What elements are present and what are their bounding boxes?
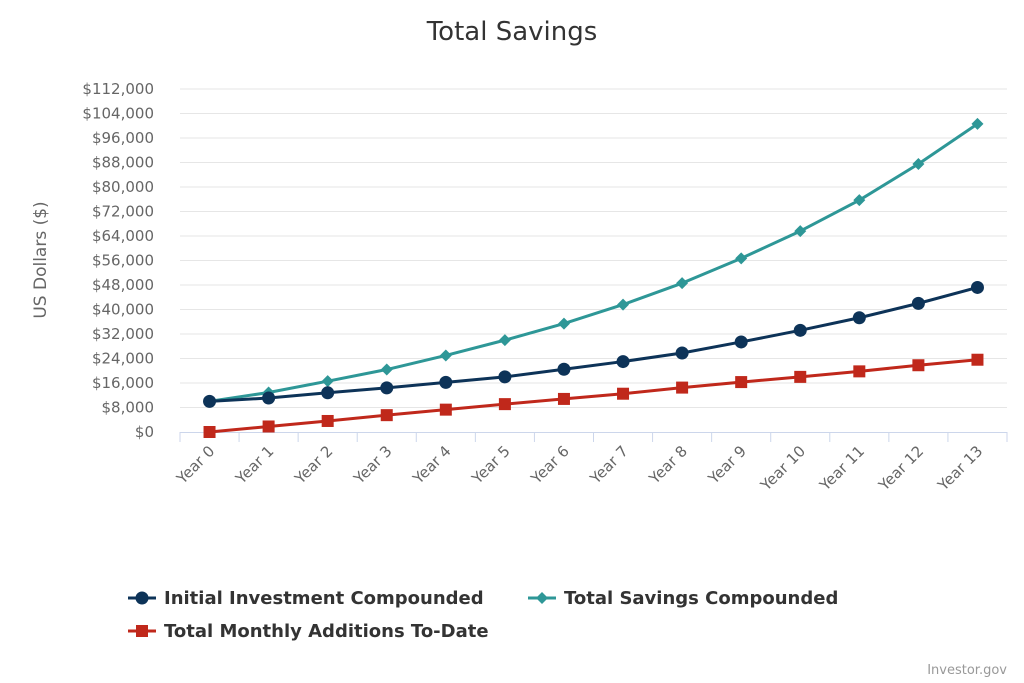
data-point[interactable] xyxy=(498,398,511,411)
data-point[interactable] xyxy=(735,252,748,265)
y-tick-label: $48,000 xyxy=(92,276,154,294)
y-tick-label: $16,000 xyxy=(92,374,154,392)
data-point[interactable] xyxy=(262,391,276,405)
data-point[interactable] xyxy=(794,225,807,238)
y-axis-label: US Dollars ($) xyxy=(31,201,51,318)
series-line-total-monthly-additions-to-date[interactable] xyxy=(208,358,979,434)
y-tick-label: $0 xyxy=(135,423,154,441)
legend-marker xyxy=(536,592,548,604)
y-tick-label: $80,000 xyxy=(92,178,154,196)
data-point[interactable] xyxy=(675,346,689,360)
legend-label: Initial Investment Compounded xyxy=(164,588,484,609)
x-tick-label: Year 5 xyxy=(468,442,514,488)
legend-label: Total Savings Compounded xyxy=(564,588,838,609)
data-point[interactable] xyxy=(911,296,925,310)
data-point[interactable] xyxy=(970,280,984,294)
y-tick-label: $88,000 xyxy=(92,154,154,172)
data-point[interactable] xyxy=(793,323,807,337)
series-initial-investment-compounded xyxy=(203,280,984,408)
data-point[interactable] xyxy=(853,194,866,207)
data-point[interactable] xyxy=(735,376,748,389)
y-tick-label: $112,000 xyxy=(82,80,154,98)
data-point[interactable] xyxy=(439,349,452,362)
data-point[interactable] xyxy=(971,353,984,366)
legend-marker xyxy=(136,625,148,637)
data-point[interactable] xyxy=(498,334,511,347)
y-tick-label: $40,000 xyxy=(92,301,154,319)
x-tick-label: Year 13 xyxy=(934,442,987,495)
legend-item-total-monthly-additions-to-date[interactable]: Total Monthly Additions To-Date xyxy=(128,621,489,642)
x-tick-label: Year 11 xyxy=(815,442,868,495)
y-tick-label: $72,000 xyxy=(92,203,154,221)
data-point[interactable] xyxy=(439,403,452,416)
credit-link[interactable]: Investor.gov xyxy=(927,663,1007,678)
y-tick-label: $8,000 xyxy=(102,399,155,417)
y-tick-label: $96,000 xyxy=(92,129,154,147)
x-tick-label: Year 7 xyxy=(586,442,632,488)
data-point[interactable] xyxy=(557,362,571,376)
x-tick-label: Year 2 xyxy=(290,442,336,488)
data-point[interactable] xyxy=(853,365,866,378)
data-point[interactable] xyxy=(794,370,807,383)
data-point[interactable] xyxy=(203,394,217,408)
data-point[interactable] xyxy=(852,311,866,325)
series-total-monthly-additions-to-date xyxy=(203,353,984,438)
legend-item-total-savings-compounded[interactable]: Total Savings Compounded xyxy=(528,588,838,609)
chart-title: Total Savings xyxy=(426,17,598,47)
data-point[interactable] xyxy=(912,359,925,372)
x-tick-label: Year 4 xyxy=(409,442,455,488)
series-line-total-savings-compounded[interactable] xyxy=(208,122,979,403)
data-point[interactable] xyxy=(321,414,334,427)
x-tick-label: Year 3 xyxy=(350,442,396,488)
data-point[interactable] xyxy=(676,277,689,290)
x-tick-label: Year 10 xyxy=(756,442,809,495)
x-tick-label: Year 9 xyxy=(704,442,750,488)
data-point[interactable] xyxy=(557,392,570,405)
y-tick-labels: $0 $8,000 $16,000 $24,000 $32,000 $40,000 $48,… xyxy=(82,80,154,441)
series-total-savings-compounded xyxy=(203,117,984,408)
x-tick-label: Year 8 xyxy=(645,442,691,488)
x-axis xyxy=(179,432,1008,442)
x-tick-label: Year 6 xyxy=(527,442,573,488)
x-tick-label: Year 1 xyxy=(231,442,277,488)
y-tick-label: $24,000 xyxy=(92,350,154,368)
legend-marker xyxy=(135,591,149,605)
y-tick-label: $104,000 xyxy=(82,105,154,123)
x-tick-labels: Year 0 Year 1 Year 2 Year 3 Year 4 Year 5 Year… xyxy=(172,442,986,495)
data-point[interactable] xyxy=(262,420,275,433)
data-point[interactable] xyxy=(912,158,925,171)
grid xyxy=(180,88,1007,408)
data-point[interactable] xyxy=(557,317,570,330)
data-point[interactable] xyxy=(971,117,984,130)
data-point[interactable] xyxy=(380,381,394,395)
y-tick-label: $32,000 xyxy=(92,325,154,343)
y-tick-label: $64,000 xyxy=(92,227,154,245)
legend-label: Total Monthly Additions To-Date xyxy=(164,621,489,642)
data-point[interactable] xyxy=(439,375,453,389)
data-point[interactable] xyxy=(498,370,512,384)
series-line-initial-investment-compounded[interactable] xyxy=(208,285,979,403)
data-point[interactable] xyxy=(380,363,393,376)
x-tick-label: Year 12 xyxy=(874,442,927,495)
data-point[interactable] xyxy=(321,375,334,388)
series-layer xyxy=(203,117,984,438)
legend-item-initial-investment-compounded[interactable]: Initial Investment Compounded xyxy=(128,588,484,609)
data-point[interactable] xyxy=(734,335,748,349)
data-point[interactable] xyxy=(321,386,335,400)
x-tick-label: Year 0 xyxy=(172,442,218,488)
y-tick-label: $56,000 xyxy=(92,252,154,270)
legend: Initial Investment Compounded Total Savin… xyxy=(128,588,838,642)
data-point[interactable] xyxy=(617,387,630,400)
data-point[interactable] xyxy=(203,426,216,438)
data-point[interactable] xyxy=(676,381,689,394)
data-point[interactable] xyxy=(617,298,630,311)
data-point[interactable] xyxy=(616,355,630,369)
data-point[interactable] xyxy=(380,409,393,422)
